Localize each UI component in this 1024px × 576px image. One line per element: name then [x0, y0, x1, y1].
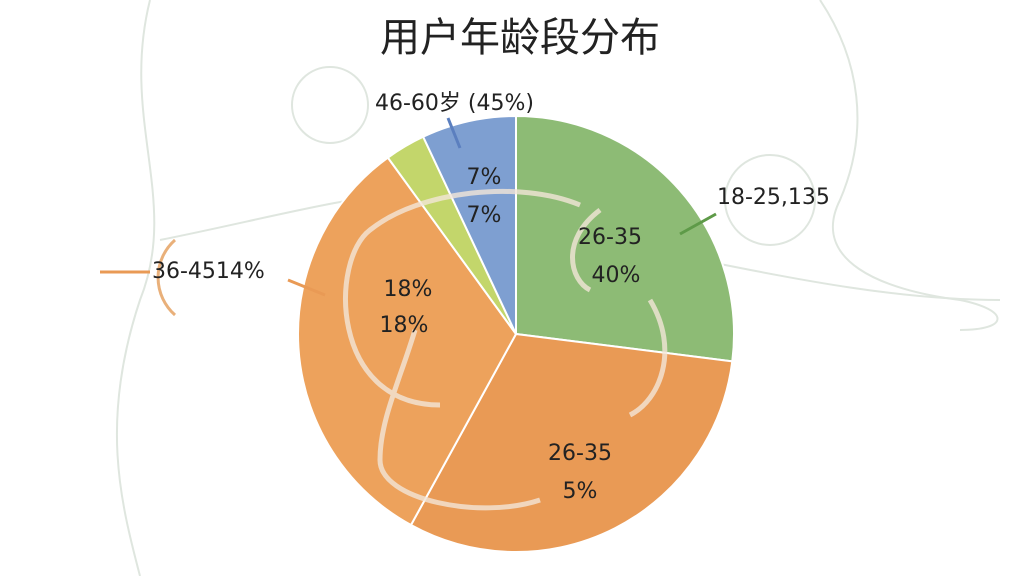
- pie: [297, 114, 735, 553]
- annotations: 46-60岁 (45%) 18-25,135 36-4514% 7% 7% 26-35 40…: [152, 91, 830, 504]
- background-sketch: [115, 0, 1001, 576]
- annotation: 40%: [592, 263, 641, 288]
- annotation: 18%: [380, 313, 429, 338]
- annotation: 26-35: [548, 441, 612, 466]
- chart-title: 用户年龄段分布: [380, 15, 660, 61]
- annotation: 18-25,135: [717, 185, 830, 210]
- callout-arrows: [100, 117, 717, 317]
- pie-slice: [421, 114, 517, 335]
- annotation: 46-60岁 (45%): [375, 91, 534, 116]
- annotation: 7%: [467, 165, 502, 190]
- annotation: 5%: [563, 479, 598, 504]
- swirl-arrows: [343, 188, 668, 511]
- annotation: 7%: [467, 203, 502, 228]
- annotation: 18%: [384, 277, 433, 302]
- pie-slice: [409, 332, 734, 553]
- annotation: 26-35: [578, 225, 642, 250]
- pie-slice: [515, 114, 735, 363]
- annotation: 36-4514%: [152, 259, 265, 284]
